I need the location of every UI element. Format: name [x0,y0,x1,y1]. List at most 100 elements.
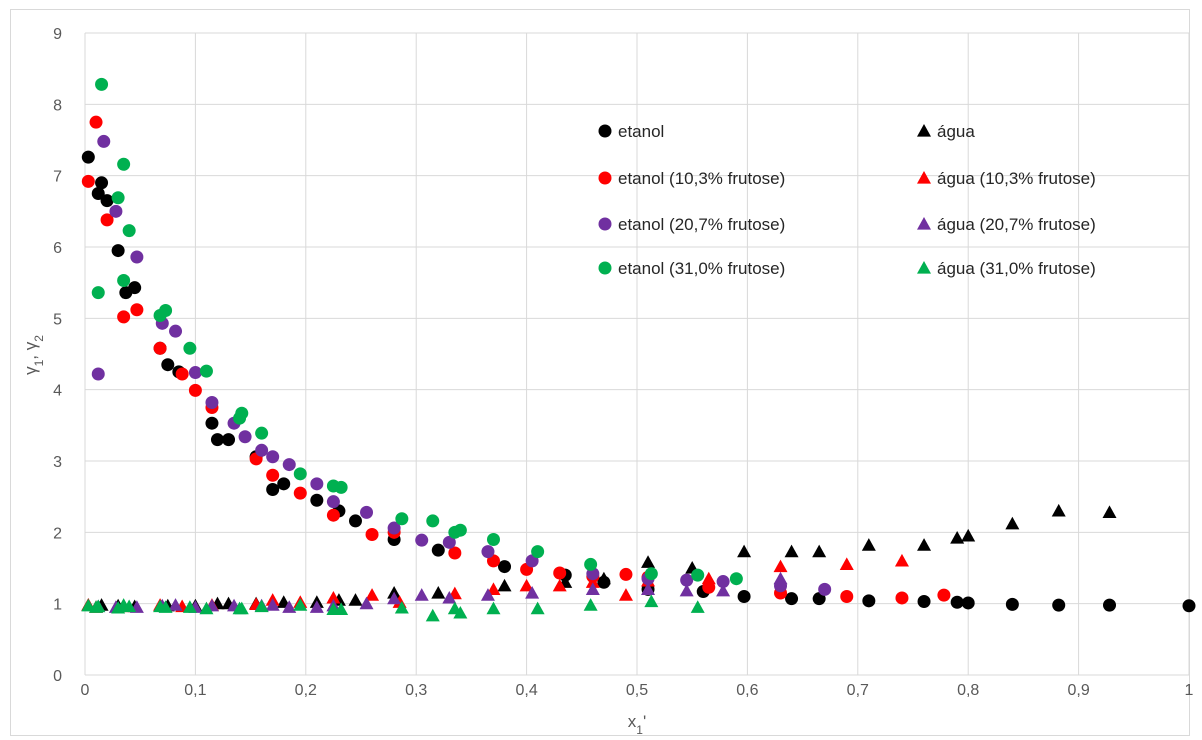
data-point-triangle [293,598,308,611]
data-point-circle [680,573,694,587]
data-point-circle [737,590,751,604]
data-point-triangle [641,582,656,595]
data-point-circle [937,588,951,602]
data-point-circle [334,480,348,494]
data-point-circle [415,533,429,547]
data-point-circle [950,595,964,609]
data-point-circle [183,341,197,355]
data-point-circle [266,483,280,497]
data-point-triangle [552,578,567,592]
x-axis-title: x1' [628,712,646,737]
data-point-triangle [679,583,694,597]
data-point-circle [293,467,307,481]
data-point-triangle [618,588,633,601]
data-point-triangle [716,583,731,597]
axis-titles: x1' γ1, γ2 [21,335,646,737]
data-point-circle [961,596,975,610]
data-point-circle [691,568,705,582]
data-point-circle [431,543,445,557]
data-point-circle [117,274,131,288]
y-tick-label: 7 [53,169,62,186]
data-point-triangle [530,601,545,615]
data-point-circle [161,358,175,372]
y-tick-label: 8 [53,97,62,114]
legend-marker [598,124,612,138]
y-tick-label: 5 [53,311,62,328]
data-point-triangle [519,578,534,592]
data-point-triangle [91,599,106,613]
data-point-circle [360,505,374,519]
data-point-circle [89,115,103,129]
data-point-circle [481,545,495,559]
data-point-triangle [894,553,909,567]
data-points [81,77,1196,622]
data-point-triangle [737,544,752,558]
x-tick-label: 1 [1185,682,1194,699]
data-point-circle [326,508,340,522]
data-point-circle [188,383,202,397]
data-point-triangle [122,599,137,613]
legend-label: água [937,122,975,141]
data-point-triangle [326,590,341,604]
data-point-circle [122,224,136,238]
data-point-circle [277,477,291,491]
legend-label: água (20,7% frutose) [937,215,1096,234]
data-point-circle [153,341,167,355]
data-point-circle [235,406,249,420]
data-point-circle [531,545,545,559]
data-point-circle [282,458,296,472]
data-point-circle [448,546,462,560]
y-tick-label: 3 [53,454,62,471]
data-point-triangle [365,588,380,601]
data-point-circle [81,150,95,164]
x-tick-label: 0,8 [957,682,979,699]
data-point-triangle [585,582,600,595]
data-point-triangle [359,596,374,610]
y-tick-label: 0 [53,668,62,685]
y-axis-title: γ1, γ2 [21,335,46,375]
legend-marker [598,261,612,275]
data-point-triangle [425,608,440,622]
data-point-circle [91,187,105,200]
data-point-circle [205,396,219,410]
data-point-triangle [585,575,600,588]
x-tick-label: 0,9 [1067,682,1089,699]
x-tick-label: 0,2 [295,682,317,699]
data-point-triangle [453,605,468,619]
data-point-triangle [583,598,598,611]
legend-label: água (31,0% frutose) [937,259,1096,278]
data-point-circle [111,244,125,258]
legend-marker [598,171,612,185]
data-point-triangle [690,600,705,613]
data-point-circle [205,416,219,430]
data-point-circle [255,426,269,440]
data-point-circle [785,592,799,606]
data-point-triangle [497,578,512,592]
data-point-circle [498,560,512,574]
data-point-circle [100,194,114,208]
legend-marker [917,217,931,230]
data-point-circle [1182,599,1196,613]
legend-label: etanol (20,7% frutose) [618,215,785,234]
data-point-circle [175,367,189,381]
x-tick-label: 0,1 [184,682,206,699]
series-circle [91,77,743,586]
data-point-triangle [861,538,876,551]
legend: etanol água etanol (10,3% frutose) água (10… [598,122,1096,278]
data-point-triangle [525,585,540,599]
y-tick-label: 1 [53,597,62,614]
data-point-circle [348,514,362,528]
data-point-circle [553,566,567,580]
data-point-circle [188,366,202,380]
data-point-circle [199,364,213,378]
data-point-circle [1005,597,1019,611]
data-point-triangle [158,600,173,613]
data-point-triangle [596,571,611,585]
data-point-circle [128,281,142,295]
data-point-triangle [1005,516,1020,530]
x-tick-label: 0,3 [405,682,427,699]
x-tick-label: 0,5 [626,682,648,699]
series-triangle [81,594,705,622]
data-point-circle [130,303,144,317]
legend-marker [917,171,931,184]
